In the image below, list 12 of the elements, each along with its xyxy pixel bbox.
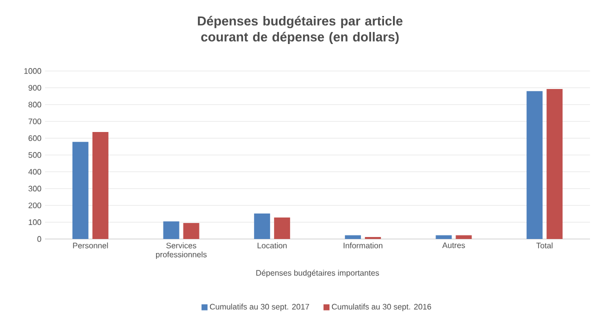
bar (456, 235, 472, 239)
bar (92, 132, 108, 239)
bar (546, 88, 563, 239)
bar (183, 223, 200, 239)
bar (163, 221, 180, 239)
chart-title: Dépenses budgétaires par article courant de dépense (en dollars) (198, 16, 402, 44)
bar (344, 235, 361, 239)
bar (274, 217, 290, 239)
bar (436, 235, 452, 239)
bar (526, 91, 543, 239)
bar (72, 142, 88, 239)
bar (254, 213, 270, 239)
